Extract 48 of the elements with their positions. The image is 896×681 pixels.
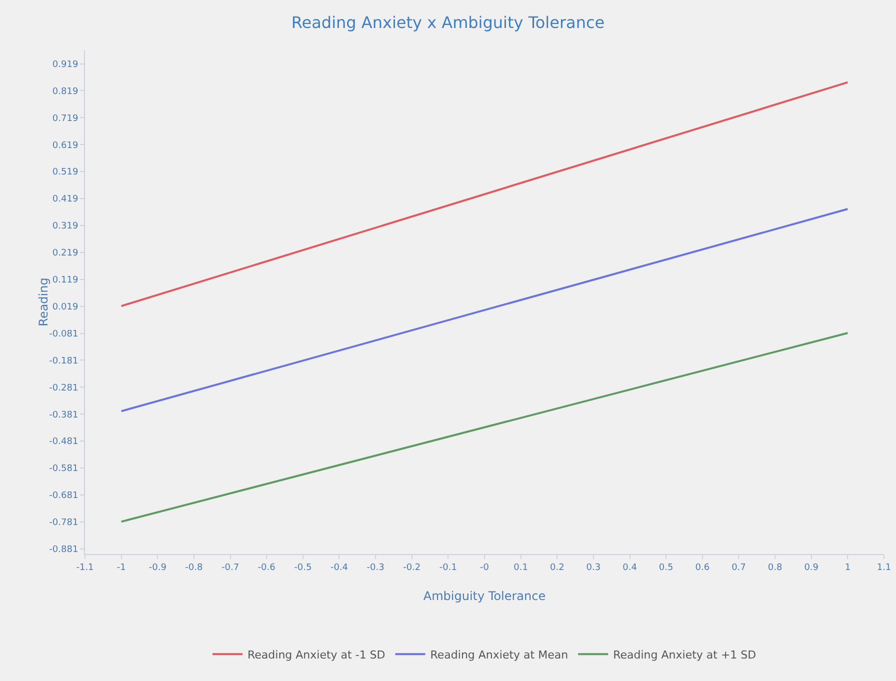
y-axis-title: Reading: [36, 278, 50, 326]
x-tick-label: -0.4: [330, 562, 348, 573]
y-tick-label: 0.419: [52, 194, 78, 205]
x-tick-label: 0.8: [768, 562, 782, 573]
legend-label: Reading Anxiety at +1 SD: [613, 648, 756, 662]
y-tick-label: 0.819: [52, 86, 78, 97]
y-tick-label: -0.781: [49, 518, 78, 528]
y-tick-label: -0.481: [49, 437, 78, 448]
y-tick-label: -0.681: [49, 491, 78, 502]
y-tick-label: 0.319: [52, 222, 78, 232]
y-tick-label: 0.519: [52, 168, 78, 178]
x-tick-label: 0.2: [550, 562, 564, 573]
legend-label: Reading Anxiety at -1 SD: [248, 648, 386, 662]
x-tick-label: 0.5: [658, 562, 674, 573]
y-tick-label: 0.719: [52, 114, 78, 124]
x-tick-label: 0.1: [514, 562, 528, 573]
y-tick-label: 0.019: [52, 302, 78, 312]
x-tick-label: -0: [480, 562, 490, 573]
y-tick-label: -0.381: [49, 410, 78, 420]
x-tick-label: -0.9: [148, 562, 167, 573]
x-tick-label: 0.9: [804, 562, 819, 573]
x-tick-label: -0.1: [439, 562, 457, 573]
x-tick-label: 0.4: [622, 562, 638, 573]
x-tick-label: -0.6: [258, 562, 276, 573]
x-tick-label: -0.3: [366, 562, 384, 573]
x-tick-label: -0.5: [294, 562, 312, 573]
x-tick-label: 1.1: [876, 562, 892, 573]
y-tick-label: -0.881: [49, 545, 78, 556]
legend-label: Reading Anxiety at Mean: [430, 648, 568, 662]
y-tick-label: 0.219: [52, 248, 78, 259]
x-tick-label: -0.2: [403, 562, 421, 573]
y-tick-label: 0.619: [52, 140, 78, 151]
x-tick-label: -1: [116, 562, 126, 573]
y-tick-label: 0.119: [52, 276, 78, 286]
y-tick-label: -0.281: [49, 383, 78, 394]
x-tick-label: -0.8: [185, 562, 204, 573]
x-tick-label: 1: [844, 562, 851, 573]
x-tick-label: 0.7: [732, 562, 746, 573]
y-tick-label: -0.181: [49, 356, 78, 366]
x-tick-label: 0.6: [695, 562, 710, 573]
y-tick-label: 0.919: [52, 60, 78, 70]
chart-title: Reading Anxiety x Ambiguity Tolerance: [291, 13, 605, 32]
y-tick-label: -0.581: [49, 464, 78, 474]
x-tick-label: -1.1: [76, 562, 94, 573]
x-axis-title: Ambiguity Tolerance: [423, 589, 546, 603]
y-tick-label: -0.081: [49, 329, 78, 340]
x-tick-label: 0.3: [586, 562, 601, 573]
x-tick-label: -0.7: [221, 562, 240, 573]
